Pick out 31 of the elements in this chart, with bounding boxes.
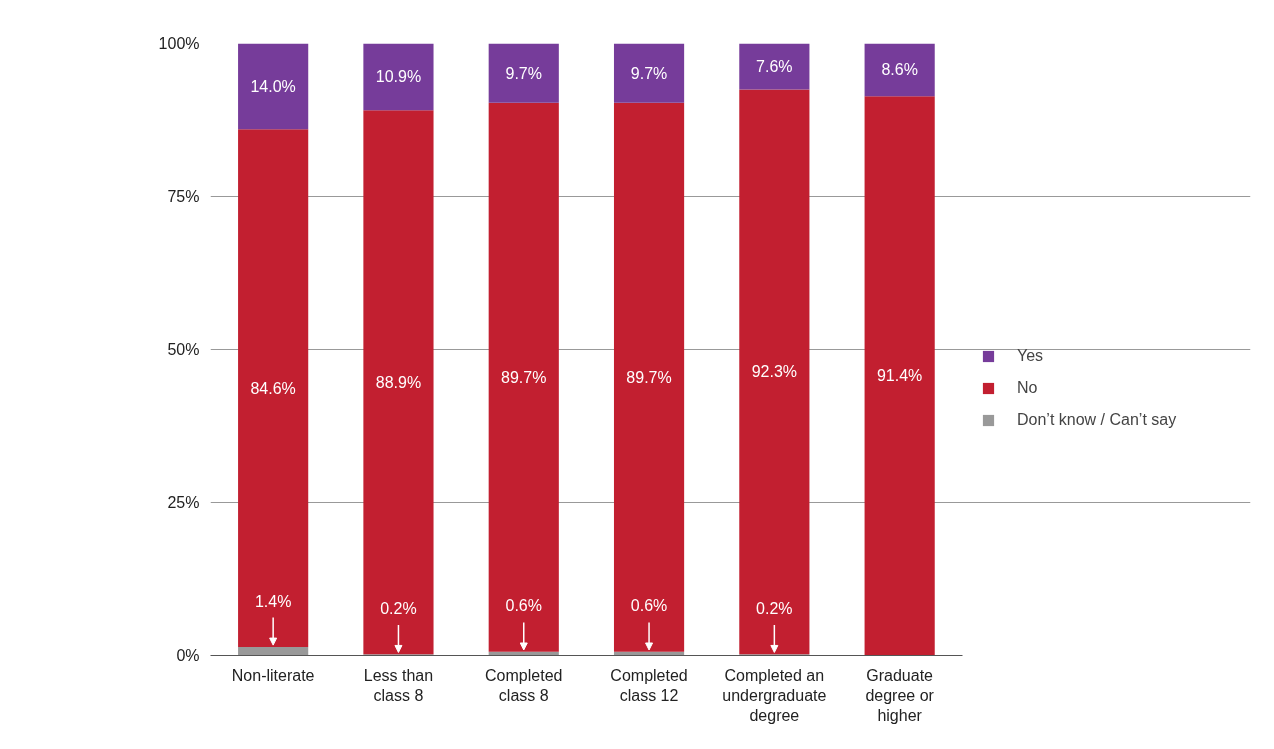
y-tick-label: 75% <box>167 188 200 205</box>
data-label: 1.4% <box>254 592 292 610</box>
data-label: 91.4% <box>876 367 923 385</box>
x-tick-label: Completed class 12 <box>610 666 688 704</box>
data-label: 0.6% <box>630 597 668 615</box>
legend-label: No <box>1017 379 1038 397</box>
y-tick-label: 0% <box>176 647 200 664</box>
data-label: 8.6% <box>881 61 918 79</box>
data-label: 0.6% <box>505 597 542 615</box>
data-label: 89.7% <box>626 368 672 386</box>
x-tick-label: Less than class 8 <box>363 666 434 704</box>
x-tick-label: Non-literate <box>231 666 315 684</box>
y-tick-label: 25% <box>167 494 200 511</box>
data-label: 88.9% <box>375 373 422 391</box>
y-tick-label: 50% <box>167 341 200 358</box>
legend-label: Yes <box>1017 347 1044 365</box>
data-label: 84.6% <box>250 379 296 397</box>
data-label: 9.7% <box>630 64 668 82</box>
data-label: 89.7% <box>501 368 547 386</box>
data-label: 0.2% <box>380 599 417 617</box>
data-label: 7.6% <box>756 57 793 75</box>
data-label: 14.0% <box>250 77 296 95</box>
data-label: 92.3% <box>751 363 798 381</box>
x-tick-label: Completed class 8 <box>485 666 563 704</box>
x-tick-label: Graduate degree or higher <box>865 666 935 725</box>
data-label: 9.7% <box>505 64 542 82</box>
data-label: 10.9% <box>375 68 422 86</box>
x-tick-label: Completed an undergraduate degree <box>722 666 827 725</box>
legend-label: Don’t know / Can’t say <box>1017 411 1177 429</box>
data-label: 0.2% <box>756 599 793 617</box>
y-tick-label: 100% <box>158 35 200 52</box>
